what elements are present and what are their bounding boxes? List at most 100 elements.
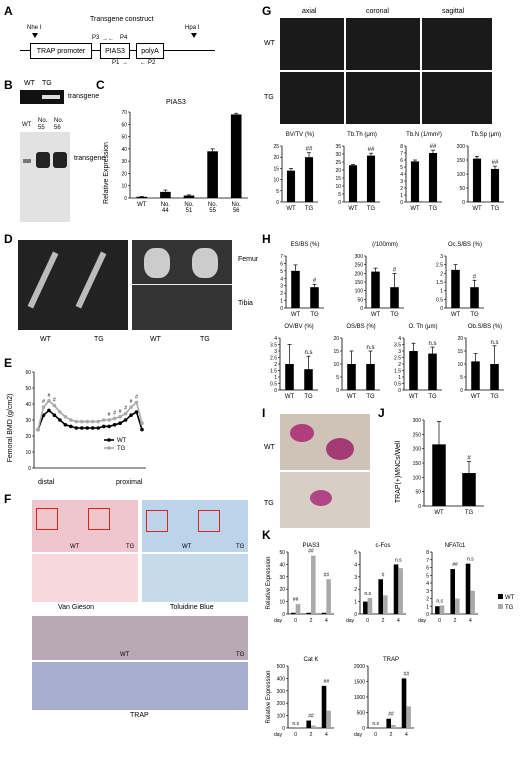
chart-h-sub-title: N.Oc/B.Pm: [370, 240, 400, 241]
chart-k-sub-significance: n.s: [372, 721, 379, 727]
chart-e-ylabel: Femoral BMD (g/cm2): [7, 394, 14, 463]
chart-g-sub-ytick-label: 150: [457, 158, 466, 164]
tb-top-image: [142, 500, 248, 552]
chart-j-x-label: TG: [465, 510, 474, 516]
chart-g-sub-ytick-label: 0: [338, 200, 341, 206]
vg-top-image: [32, 500, 138, 552]
chart-e-annotation: #: [124, 406, 127, 412]
chart-c-bar: [183, 195, 195, 198]
chart-h-sub-ytick-label: 2.5: [436, 263, 443, 269]
chart-k-sub-day-label: day: [274, 732, 283, 738]
chart-k-sub-bar: [326, 579, 331, 614]
chart-h-sub-ytick-label: 3.5: [270, 343, 277, 349]
chart-h-sub-ytick-label: 5: [336, 375, 339, 381]
chart-k-sub-ytick-label: 30: [279, 575, 285, 581]
chart-j-bar: [432, 444, 446, 506]
chart-k-sub-bar: [306, 720, 311, 728]
chart-k-sub-bar: [470, 590, 475, 614]
chart-h-sub-x-label: WT: [471, 394, 481, 400]
chart-k-sub-ytick-label: 5: [354, 550, 357, 556]
chart-k-legend-label: TG: [505, 605, 514, 611]
chart-h-sub-ytick-label: 1: [274, 375, 277, 381]
chart-h-sub-title: ES/BS (%): [291, 242, 320, 248]
microct-tg-sagittal: [422, 72, 492, 124]
chart-h-sub-ytick-label: 0: [280, 306, 283, 312]
chart-j-ytick-label: 250: [413, 432, 422, 438]
chart-h-sub-x-label: TG: [390, 312, 399, 318]
chart-h-plot: ES/BS (%)01234567WTTG#N.Oc/B.Pm(/100mm)0…: [270, 240, 504, 400]
chart-c-bar: [230, 114, 242, 198]
chart-g-sub-x-label: WT: [472, 206, 482, 212]
microct-wt-label: WT: [264, 40, 275, 47]
primer-arrows-top: →←: [102, 36, 114, 42]
chart-h-sub-title: OS/BS (%): [346, 324, 375, 330]
chart-h-sub-ytick-label: 1.5: [394, 369, 401, 375]
chart-k-sub-x-label: 2: [382, 618, 385, 624]
trap-tg-label: TG: [236, 652, 245, 658]
chart-k-ylabel: Relative Expression: [266, 556, 272, 609]
chart-j-bar: [462, 473, 476, 506]
primer-arrow-p1: →: [122, 60, 128, 66]
chart-h-sub-x-label: WT: [291, 312, 301, 318]
chart-k-sub-bar: [311, 725, 316, 728]
chart-g-sub-ytick-label: 25: [273, 144, 279, 150]
chart-g-sub-title: BV/TV (%): [286, 132, 314, 138]
chart-h-sub-ytick-label: 0: [360, 306, 363, 312]
chart-e-proximal: proximal: [116, 479, 143, 486]
chart-h-sub-ytick-label: 150: [355, 280, 364, 286]
chart-k-sub-significance: ##: [388, 712, 394, 718]
microct-coronal-label: coronal: [366, 8, 389, 15]
microct-tg-coronal: [346, 72, 420, 124]
chart-g-sub-ytick-label: 50: [459, 186, 465, 192]
chart-e-point: [112, 416, 117, 421]
chart-h-sub-significance: #: [393, 267, 397, 273]
chart-e-point: [129, 413, 133, 417]
trap-promoter-label: TRAP promoter: [36, 47, 86, 55]
chart-k-sub-bar: [406, 706, 411, 728]
chart-k-sub-ytick-label: 7: [426, 558, 429, 564]
chart-g-sub-bar: [428, 153, 438, 202]
microct-wt-coronal: [346, 18, 420, 70]
chart-e-annotation: #: [130, 399, 133, 405]
chart-g-sub-ytick-label: 2: [400, 186, 403, 192]
chart-h-sub-ytick-label: 0.5: [436, 297, 443, 303]
chart-h-sub-significance: #: [313, 278, 317, 284]
chart-h-sub-bar: [310, 287, 319, 308]
microct-axial-label: axial: [302, 8, 317, 15]
xray-image-zoom: [132, 240, 232, 330]
chart-e-annotation: #: [53, 398, 56, 404]
primer-arrow-p2: ←: [140, 60, 146, 66]
vg-tg-label: TG: [126, 544, 135, 550]
panel-label-a: A: [4, 4, 13, 18]
chart-k-sub-x-label: 4: [325, 618, 328, 624]
chart-j-x-label: WT: [434, 510, 444, 516]
chart-k-sub-significance: n.s: [467, 557, 474, 563]
chart-j-ytick-label: 150: [413, 461, 422, 467]
chart-e-point: [79, 426, 84, 430]
chart-c-ylabel: Relative Expression: [103, 142, 110, 204]
chart-k-sub-x-label: 0: [294, 732, 297, 738]
chart-g-sub-title: Tb.Sp (μm): [471, 132, 501, 138]
chart-k-sub-title: Cat K: [303, 657, 318, 663]
chart-h-sub-title: (/100mm): [372, 242, 398, 248]
chart-e-ytick-label: 0: [28, 466, 31, 472]
chart-h-sub-significance: #: [473, 274, 477, 280]
chart-c-x-label: No.: [232, 202, 242, 208]
chart-k-sub-bar: [386, 718, 391, 728]
chart-e-point: [47, 399, 51, 403]
chart-h-sub-ytick-label: 1.5: [270, 369, 277, 375]
chart-g-sub-ytick-label: 7: [400, 151, 403, 157]
chart-e-point: [112, 423, 117, 427]
microct-sagittal-label: sagittal: [442, 8, 465, 15]
southern-blot-image: [20, 132, 70, 222]
chart-e-point: [134, 400, 139, 405]
chart-h-sub-ytick-label: 100: [355, 289, 364, 295]
panel-label-f: F: [4, 492, 12, 506]
panel-label-i: I: [262, 406, 266, 420]
chart-g-sub-ytick-label: 25: [335, 160, 341, 166]
chart-h-sub-ytick-label: 4: [398, 336, 401, 342]
chart-h-sub-ytick-label: 0: [336, 388, 339, 394]
chart-k-sub-ytick-label: 4: [426, 581, 429, 587]
chart-k-legend-swatch: [498, 594, 503, 599]
